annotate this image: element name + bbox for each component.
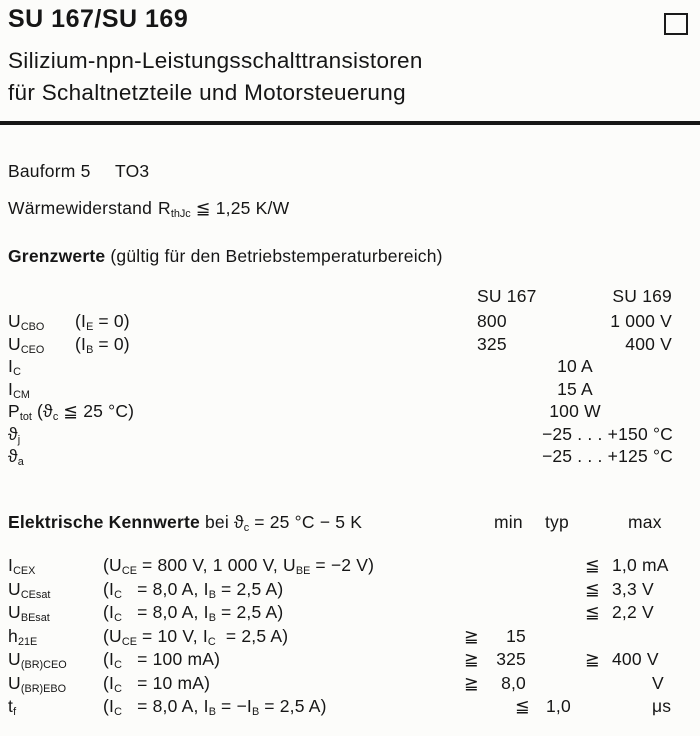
max-value: 2,2 V [612,602,654,622]
param-condition: (IC = 10 mA) [103,672,211,695]
param-symbol: ICEX [8,555,36,578]
electrical-row-ubesat: UBEsat (IC = 8,0 A, IB = 2,5 A) ≦ 2,2 V [0,602,700,625]
limits-heading-bold: Grenzwerte [8,246,106,266]
corner-square-icon [664,13,688,35]
electrical-row-ubrceo: U(BR)CEO (IC = 100 mA) ≧ 325 ≧ 400 V [0,649,700,672]
param-symbol: UCEO [8,333,45,356]
limit-row-ucbo: UCBO (IE = 0) 800 1 000 V [0,311,700,334]
column-header-su169: SU 169 [612,286,672,306]
electrical-row-tf: tf (IC = 8,0 A, IB = −IB = 2,5 A) ≦ 1,0 … [0,696,700,719]
param-condition: (IB = 0) [75,333,130,356]
min-value: 325 [496,649,526,669]
max-relation: ≦ [585,578,600,599]
limits-heading-rest: (gültig für den Betriebstemperaturbereic… [105,246,443,266]
max-value: 1,0 [546,696,571,716]
param-symbol: UCEsat [8,578,51,601]
param-symbol: ϑj [8,423,21,446]
electrical-row-h21e: h21E (UCE = 10 V, IC = 2,5 A) ≧ 15 [0,626,700,649]
param-condition: (IC = 8,0 A, IB = 2,5 A) [103,578,284,601]
min-relation: ≧ [464,649,479,669]
value-su169: 400 V [625,333,672,354]
limits-column-header-row: SU 167 SU 169 [0,286,700,309]
header-divider [0,121,700,125]
param-symbol: h21E [8,625,38,648]
electrical-row-ubrebo: U(BR)EBO (IC = 10 mA) ≧ 8,0 V [0,673,700,696]
electrical-heading-bold: Elektrische Kennwerte [8,512,200,532]
param-condition: (IC = 100 mA) [103,649,221,672]
thermal-resistance-formula: RthJc ≦ 1,25 K/W [158,198,290,221]
subtitle-line-2: für Schaltnetzteile und Motorsteuerung [8,80,406,105]
min-value: 8,0 [501,672,526,693]
value-both: 15 A [557,378,593,399]
param-condition: (UCE = 10 V, IC = 2,5 A) [103,625,289,648]
param-symbol: ϑa [8,446,24,469]
limit-row-ptot: Ptot (ϑc ≦ 25 °C) 100 W [0,401,700,424]
value-su169: 1 000 V [610,311,672,331]
limits-heading: Grenzwerte (gültig für den Betriebstempe… [8,246,443,267]
param-symbol: IC [8,356,21,379]
max-value: 1,0 mA [612,555,669,575]
value-both: 100 W [549,401,601,421]
limit-row-ic: IC 10 A [0,356,700,379]
electrical-heading: Elektrische Kennwerte bei ϑc = 25 °C − 5… [8,512,363,535]
param-symbol: UCBO [8,311,45,334]
value-range: −25 . . . +125 °C [541,446,673,466]
max-relation: ≦ [515,696,530,716]
limit-row-theta-a: ϑa −25 . . . +125 °C [0,446,700,469]
max-value: 400 V [612,649,659,669]
package-label: TO3 [115,161,150,181]
param-symbol: U(BR)EBO [8,672,67,695]
min-relation: ≧ [464,672,479,693]
param-symbol: Ptot (ϑc ≦ 25 °C) [8,401,135,424]
param-condition: (IC = 8,0 A, IB = −IB = 2,5 A) [103,696,327,719]
limit-row-theta-j: ϑj −25 . . . +150 °C [0,424,700,447]
unit-label: μs [652,696,672,716]
param-condition: (IC = 8,0 A, IB = 2,5 A) [103,602,284,625]
max-value: 3,3 V [612,578,654,599]
limit-row-icm: ICM 15 A [0,379,700,402]
column-header-su167: SU 167 [477,286,537,306]
param-condition: (UCE = 800 V, 1 000 V, UBE = −2 V) [103,555,375,578]
page-title: SU 167/SU 169 [8,5,189,33]
column-header-typ: typ [545,512,569,532]
max-relation: ≦ [585,555,600,575]
param-condition: (IE = 0) [75,311,130,334]
param-symbol: ICM [8,378,30,401]
bauform-line: Bauform 5 [8,161,91,182]
column-header-min: min [494,512,523,532]
bauform-label: Bauform 5 [8,161,91,181]
min-relation: ≧ [464,625,479,646]
value-both: 10 A [557,356,593,376]
param-symbol: tf [8,696,17,719]
param-symbol: U(BR)CEO [8,649,67,672]
page-subtitle: Silizium-npn-Leistungsschalttransistoren… [8,45,423,109]
max-relation: ≦ [585,602,600,622]
max-relation: ≧ [585,649,600,669]
column-header-max: max [628,512,662,532]
electrical-row-icex: ICEX (UCE = 800 V, 1 000 V, UBE = −2 V) … [0,555,700,578]
value-range: −25 . . . +150 °C [541,423,673,444]
subtitle-line-1: Silizium-npn-Leistungsschalttransistoren [8,48,423,73]
param-symbol: UBEsat [8,602,50,625]
min-value: 15 [506,625,526,646]
unit-label: V [652,672,664,693]
value-su167: 800 [477,311,507,331]
value-su167: 325 [477,333,507,354]
electrical-row-ucesat: UCEsat (IC = 8,0 A, IB = 2,5 A) ≦ 3,3 V [0,579,700,602]
thermal-resistance-label: Wärmewiderstand [8,198,153,218]
limit-row-uceo: UCEO (IB = 0) 325 400 V [0,334,700,357]
electrical-heading-rest: bei ϑc = 25 °C − 5 K [199,512,363,535]
